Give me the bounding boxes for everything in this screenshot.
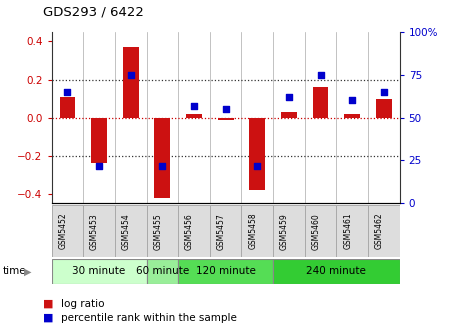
Bar	[336, 205, 368, 257]
Text: log ratio: log ratio	[61, 299, 104, 309]
Text: GSM5456: GSM5456	[185, 213, 194, 250]
Text: percentile rank within the sample: percentile rank within the sample	[61, 312, 237, 323]
Text: GSM5458: GSM5458	[248, 213, 257, 249]
Bar	[52, 205, 83, 257]
Point	[64, 89, 71, 95]
Point	[96, 163, 103, 168]
Text: 120 minute: 120 minute	[196, 266, 255, 276]
Text: GSM5454: GSM5454	[122, 213, 131, 250]
Bar	[83, 205, 115, 257]
Point	[254, 163, 261, 168]
Text: GSM5457: GSM5457	[216, 213, 225, 250]
Point	[222, 107, 229, 112]
Point	[159, 163, 166, 168]
Bar	[210, 205, 242, 257]
Bar	[273, 259, 400, 284]
Point	[317, 72, 324, 78]
Bar	[305, 205, 336, 257]
Text: GSM5453: GSM5453	[90, 213, 99, 250]
Text: time: time	[2, 266, 26, 276]
Bar	[60, 97, 75, 118]
Bar	[313, 87, 328, 118]
Text: 30 minute: 30 minute	[72, 266, 126, 276]
Text: GSM5462: GSM5462	[375, 213, 384, 249]
Text: GSM5461: GSM5461	[343, 213, 352, 249]
Point	[190, 103, 198, 108]
Bar	[249, 118, 265, 190]
Bar	[242, 205, 273, 257]
Point	[285, 94, 292, 100]
Bar	[178, 259, 273, 284]
Bar	[146, 205, 178, 257]
Bar	[218, 118, 233, 120]
Point	[348, 98, 356, 103]
Bar	[178, 205, 210, 257]
Text: ■: ■	[43, 299, 53, 309]
Bar	[154, 118, 170, 198]
Bar	[376, 98, 392, 118]
Text: GSM5460: GSM5460	[312, 213, 321, 250]
Bar	[281, 112, 297, 118]
Bar	[368, 205, 400, 257]
Bar	[273, 205, 305, 257]
Text: GSM5452: GSM5452	[58, 213, 67, 249]
Text: GSM5459: GSM5459	[280, 213, 289, 250]
Bar	[146, 259, 178, 284]
Bar	[91, 118, 107, 163]
Point	[380, 89, 387, 95]
Bar	[115, 205, 146, 257]
Text: GDS293 / 6422: GDS293 / 6422	[43, 5, 144, 18]
Point	[127, 72, 134, 78]
Text: GSM5455: GSM5455	[154, 213, 163, 250]
Text: 240 minute: 240 minute	[306, 266, 366, 276]
Bar	[344, 114, 360, 118]
Bar	[186, 114, 202, 118]
Text: 60 minute: 60 minute	[136, 266, 189, 276]
Text: ▶: ▶	[24, 266, 31, 276]
Bar	[52, 259, 146, 284]
Bar	[123, 47, 139, 118]
Text: ■: ■	[43, 312, 53, 323]
